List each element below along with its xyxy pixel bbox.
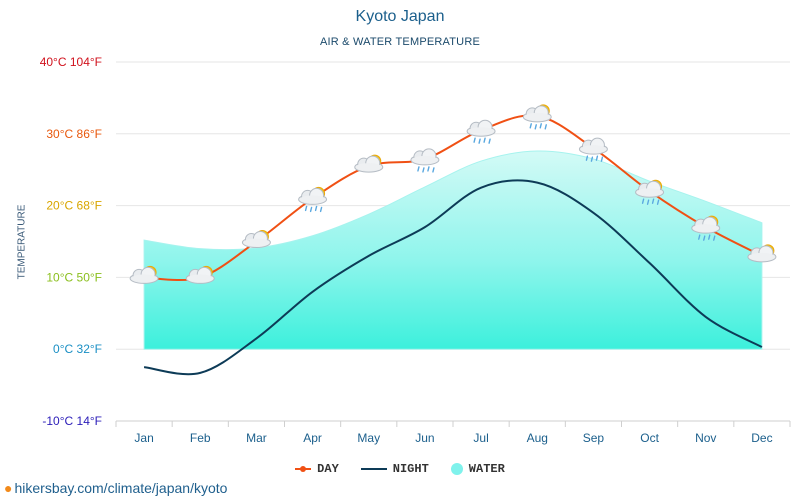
rain-drop-icon bbox=[544, 124, 547, 130]
x-axis: Jan Feb Mar Apr May Jun Jul Aug Sep Oct Nov Dec bbox=[115, 420, 791, 445]
day-swatch-icon bbox=[295, 466, 312, 472]
cloud-base bbox=[468, 127, 495, 136]
rain-drop-icon bbox=[641, 198, 645, 204]
legend-day-label: DAY bbox=[317, 462, 339, 476]
chart-title: Kyoto Japan bbox=[355, 8, 445, 25]
cloud-base bbox=[692, 224, 719, 233]
x-tick-label: Mar bbox=[246, 431, 267, 445]
legend-night-label: NIGHT bbox=[392, 462, 429, 476]
rain-drop-icon bbox=[698, 234, 701, 240]
cloud-base bbox=[243, 238, 270, 247]
x-tick-label: Jan bbox=[134, 431, 153, 445]
rain-drop-icon bbox=[585, 155, 589, 161]
partly-cloudy-rain-icon bbox=[635, 179, 665, 205]
map-pin-icon: ● bbox=[4, 480, 13, 496]
y-tick-label: 0°C 32°F bbox=[53, 342, 102, 356]
cloud-base bbox=[299, 195, 326, 204]
cloud-base bbox=[748, 252, 775, 261]
partly-cloudy-icon bbox=[747, 244, 777, 263]
cloudy-rain-icon bbox=[466, 119, 496, 144]
rain-drop-icon bbox=[651, 198, 655, 204]
x-tick-label: Nov bbox=[695, 431, 716, 445]
rain-drop-icon bbox=[319, 206, 323, 213]
rain-drop-icon bbox=[529, 123, 532, 129]
partly-cloudy-icon bbox=[185, 265, 215, 284]
legend-item-water[interactable]: WATER bbox=[450, 462, 505, 476]
rain-drop-icon bbox=[590, 156, 594, 162]
rain-drop-icon bbox=[646, 199, 650, 205]
partly-cloudy-rain-icon bbox=[522, 104, 552, 130]
y-tick-label: 20°C 68°F bbox=[46, 199, 102, 213]
legend-water-label: WATER bbox=[468, 462, 505, 476]
cloudy-rain-icon bbox=[578, 137, 608, 162]
y-tick-label: 40°C 104°F bbox=[40, 55, 102, 69]
cloud-base bbox=[411, 155, 438, 164]
rain-drop-icon bbox=[304, 205, 308, 212]
rain-drop-icon bbox=[708, 234, 711, 240]
x-tick-label: May bbox=[357, 431, 380, 445]
cloud-base bbox=[131, 274, 158, 283]
x-tick-label: Dec bbox=[751, 431, 772, 445]
cloud-base bbox=[187, 274, 214, 283]
temperature-chart: 40°C 104°F 30°C 86°F 20°C 68°F 10°C 50°F 0°C… bbox=[40, 55, 791, 445]
rain-drop-icon bbox=[656, 199, 660, 205]
x-tick-label: Feb bbox=[190, 431, 211, 445]
cloud-base bbox=[524, 112, 551, 121]
rain-drop-icon bbox=[427, 166, 430, 172]
rain-drop-icon bbox=[417, 166, 420, 172]
chart-subtitle: AIR & WATER TEMPERATURE bbox=[319, 36, 481, 48]
rain-drop-icon bbox=[534, 124, 537, 130]
cloudy-rain-icon bbox=[410, 148, 440, 173]
legend-item-day[interactable]: DAY bbox=[295, 462, 339, 476]
x-tick-label: Jun bbox=[415, 431, 434, 445]
night-swatch-icon bbox=[360, 468, 387, 470]
partly-cloudy-icon bbox=[241, 230, 271, 248]
rain-drop-icon bbox=[713, 235, 716, 241]
x-tick-label: Oct bbox=[640, 431, 659, 445]
series-layer bbox=[143, 114, 763, 376]
source-text: hikersbay.com/climate/japan/kyoto bbox=[14, 480, 228, 496]
water-area bbox=[143, 150, 763, 350]
rain-drop-icon bbox=[422, 167, 425, 173]
cloud-base bbox=[580, 145, 607, 154]
legend: DAY NIGHT WATER bbox=[0, 462, 800, 476]
rain-drop-icon bbox=[478, 138, 481, 144]
partly-cloudy-rain-icon bbox=[298, 186, 328, 213]
partly-cloudy-icon bbox=[354, 154, 384, 173]
cloud-base bbox=[355, 163, 382, 172]
y-tick-label: -10°C 14°F bbox=[42, 414, 102, 428]
rain-drop-icon bbox=[488, 138, 491, 144]
rain-drop-icon bbox=[309, 206, 313, 213]
rain-drop-icon bbox=[600, 156, 604, 162]
water-swatch-icon bbox=[450, 463, 463, 475]
rain-drop-icon bbox=[595, 155, 599, 161]
x-tick-label: Apr bbox=[303, 431, 322, 445]
source-link[interactable]: ● hikersbay.com/climate/japan/kyoto bbox=[4, 480, 227, 496]
y-tick-label: 10°C 50°F bbox=[46, 270, 102, 284]
cloud-base bbox=[636, 188, 663, 197]
y-tick-label: 30°C 86°F bbox=[46, 127, 102, 141]
rain-drop-icon bbox=[432, 167, 435, 173]
night-line bbox=[143, 179, 763, 376]
partly-cloudy-icon bbox=[129, 265, 159, 284]
rain-drop-icon bbox=[703, 235, 706, 241]
x-tick-label: Aug bbox=[527, 431, 548, 445]
x-tick-label: Jul bbox=[473, 431, 488, 445]
rain-drop-icon bbox=[314, 205, 318, 212]
rain-drop-icon bbox=[539, 123, 542, 129]
rain-drop-icon bbox=[483, 137, 486, 143]
x-tick-label: Sep bbox=[583, 431, 605, 445]
partly-cloudy-rain-icon bbox=[691, 215, 721, 241]
legend-item-night[interactable]: NIGHT bbox=[360, 462, 429, 476]
rain-drop-icon bbox=[473, 137, 476, 143]
y-tick-labels: 40°C 104°F 30°C 86°F 20°C 68°F 10°C 50°F 0°C… bbox=[40, 55, 102, 428]
weather-icons bbox=[129, 104, 777, 284]
